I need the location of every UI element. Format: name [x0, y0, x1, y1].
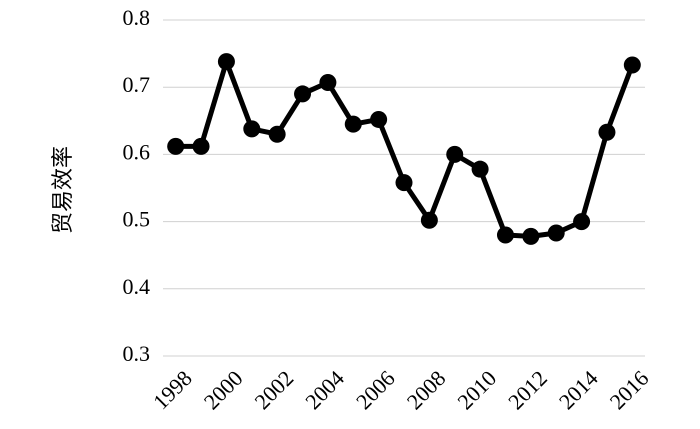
data-point — [522, 227, 540, 245]
data-point — [471, 160, 489, 178]
data-point — [268, 125, 286, 143]
x-tick-label: 2008 — [402, 365, 451, 414]
data-point — [547, 224, 565, 242]
x-tick-label: 1998 — [148, 365, 197, 414]
data-point — [294, 85, 312, 103]
y-tick-label: 0.5 — [123, 207, 151, 232]
y-tick-label: 0.7 — [123, 72, 151, 97]
x-tick-label: 2002 — [249, 365, 298, 414]
data-point — [420, 211, 438, 229]
x-tick-label: 2016 — [605, 365, 654, 414]
data-point — [395, 174, 413, 192]
y-tick-label: 0.8 — [123, 5, 151, 30]
data-point — [167, 137, 185, 155]
y-axis-label: 贸易效率 — [50, 146, 75, 234]
data-point — [573, 213, 591, 231]
data-point — [243, 120, 261, 138]
y-tick-label: 0.6 — [123, 139, 151, 164]
x-tick-label: 2004 — [300, 365, 349, 414]
data-point — [319, 73, 337, 91]
data-point — [598, 123, 616, 141]
x-tick-label: 2014 — [554, 365, 603, 414]
data-point — [217, 53, 235, 71]
data-point — [370, 110, 388, 128]
data-line — [175, 59, 635, 239]
y-tick-label: 0.4 — [123, 274, 151, 299]
x-tick-label: 2010 — [452, 365, 501, 414]
x-tick-label: 2012 — [503, 365, 552, 414]
data-point — [623, 56, 641, 74]
data-point — [496, 226, 514, 244]
x-tick-label: 2000 — [199, 365, 248, 414]
x-tick-label: 2006 — [351, 365, 400, 414]
data-point — [344, 115, 362, 133]
y-tick-label: 0.3 — [123, 341, 151, 366]
data-point — [192, 137, 210, 155]
data-point — [446, 145, 464, 163]
